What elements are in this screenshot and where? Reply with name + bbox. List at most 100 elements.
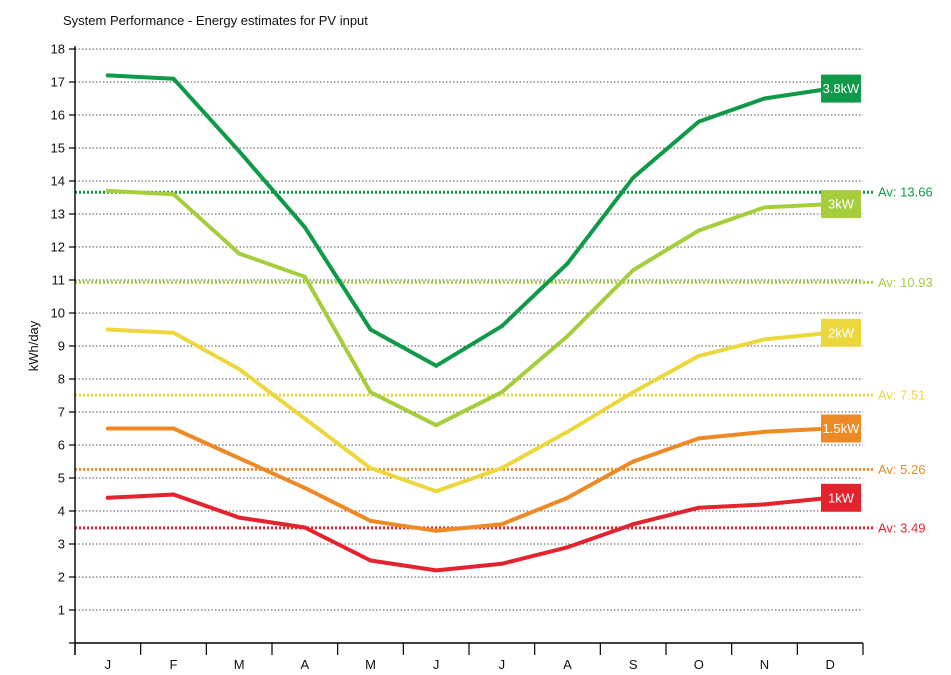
data-point <box>499 466 504 471</box>
data-point <box>171 426 176 431</box>
series-badge-label: 2kW <box>828 325 855 340</box>
y-tick-label: 18 <box>51 42 65 57</box>
data-point <box>302 525 307 530</box>
series-line <box>105 327 833 494</box>
x-tick-label: J <box>433 657 440 672</box>
data-point <box>696 353 701 358</box>
data-point <box>762 96 767 101</box>
y-tick-label: 2 <box>58 570 65 585</box>
data-point <box>237 251 242 256</box>
series-badge-label: 3.8kW <box>823 81 861 96</box>
series-badge-label: 1.5kW <box>823 421 861 436</box>
y-tick-label: 12 <box>51 240 65 255</box>
series-badge-label: 3kW <box>828 197 855 212</box>
data-point <box>696 505 701 510</box>
data-point <box>105 73 110 78</box>
series-line <box>105 492 833 573</box>
data-point <box>302 485 307 490</box>
x-tick-label: M <box>365 657 376 672</box>
series-line <box>105 73 833 368</box>
average-lines: Av: 13.66 Av: 10.93 Av: 7.51 Av: 5.26 Av: 3.… <box>75 185 933 535</box>
y-tick-label: 16 <box>51 108 65 123</box>
y-tick-label: 6 <box>58 438 65 453</box>
x-tick-label: N <box>760 657 769 672</box>
x-tick-label: O <box>694 657 704 672</box>
y-tick-label: 3 <box>58 537 65 552</box>
series-line <box>105 426 833 533</box>
series-line <box>105 188 833 428</box>
data-point <box>499 390 504 395</box>
average-label: Av: 3.49 <box>878 520 925 535</box>
data-point <box>171 192 176 197</box>
data-point <box>696 228 701 233</box>
average-label: Av: 10.93 <box>878 275 933 290</box>
data-point <box>368 558 373 563</box>
y-axis-label: kWh/day <box>26 320 41 371</box>
average-label: Av: 13.66 <box>878 185 933 200</box>
series-badge <box>821 483 861 512</box>
x-tick-label: D <box>825 657 834 672</box>
y-tick-label: 8 <box>58 372 65 387</box>
x-tick-label: A <box>300 657 309 672</box>
x-tick-label: F <box>170 657 178 672</box>
y-tick-label: 4 <box>58 504 65 519</box>
series-badge <box>821 414 861 443</box>
data-point <box>171 76 176 81</box>
data-point <box>302 225 307 230</box>
x-tick-label: S <box>629 657 638 672</box>
data-point <box>105 327 110 332</box>
data-point <box>171 492 176 497</box>
chart-title: System Performance - Energy estimates fo… <box>63 13 368 28</box>
series-badge-label: 1kW <box>828 490 855 505</box>
data-point <box>631 522 636 527</box>
data-point <box>434 568 439 573</box>
y-tick-label: 1 <box>58 603 65 618</box>
data-point <box>171 330 176 335</box>
data-point <box>368 327 373 332</box>
data-point <box>499 561 504 566</box>
data-point <box>237 456 242 461</box>
data-point <box>565 495 570 500</box>
data-point <box>762 205 767 210</box>
y-tick-label: 11 <box>52 273 66 288</box>
data-point <box>499 324 504 329</box>
data-point <box>696 436 701 441</box>
series-badges: 3.8kW 3kW 2kW 1.5kW 1kW <box>821 74 861 512</box>
x-tick-label: M <box>234 657 245 672</box>
series-badge <box>821 190 861 219</box>
data-point <box>434 528 439 533</box>
y-tick-label: 14 <box>51 174 65 189</box>
data-point <box>631 459 636 464</box>
data-point <box>565 429 570 434</box>
data-point <box>762 429 767 434</box>
data-point <box>434 363 439 368</box>
x-tick-label: A <box>563 657 572 672</box>
data-point <box>631 390 636 395</box>
data-point <box>565 334 570 339</box>
data-point <box>499 522 504 527</box>
data-point <box>762 502 767 507</box>
data-point <box>434 423 439 428</box>
y-tick-label: 17 <box>51 75 65 90</box>
series-badge <box>821 74 861 103</box>
series-badge <box>821 318 861 347</box>
y-tick-label: 13 <box>51 207 65 222</box>
data-point <box>762 337 767 342</box>
average-label: Av: 5.26 <box>878 462 925 477</box>
data-point <box>302 274 307 279</box>
x-tick-label: J <box>105 657 112 672</box>
data-point <box>434 489 439 494</box>
x-tick-label: J <box>499 657 506 672</box>
data-point <box>237 515 242 520</box>
data-point <box>631 175 636 180</box>
series-lines <box>105 73 833 573</box>
data-point <box>302 416 307 421</box>
data-point <box>105 426 110 431</box>
data-point <box>237 149 242 154</box>
data-point <box>565 261 570 266</box>
data-point <box>696 119 701 124</box>
data-point <box>368 518 373 523</box>
data-point <box>368 390 373 395</box>
data-point <box>105 495 110 500</box>
